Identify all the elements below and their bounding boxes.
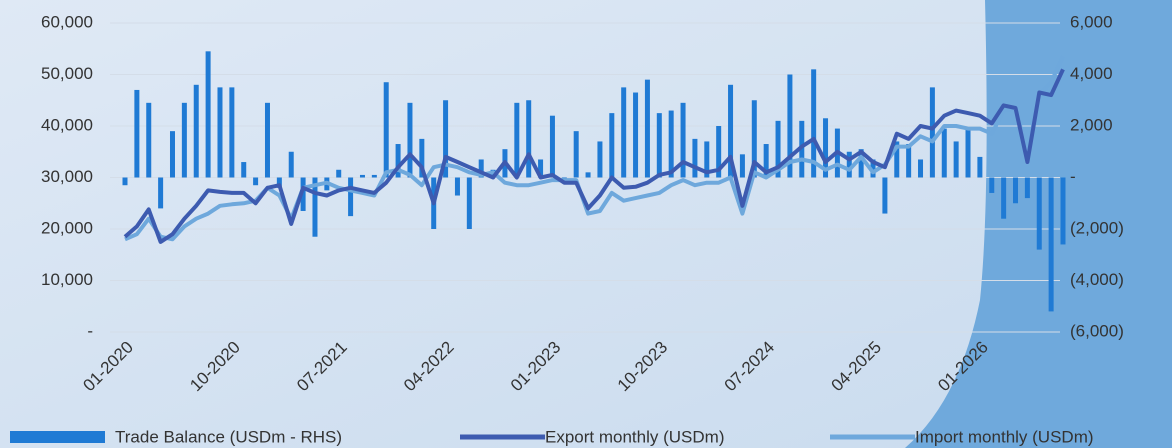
bar (716, 126, 722, 178)
bar (787, 74, 793, 178)
bar (775, 120, 781, 178)
bar (1024, 177, 1030, 199)
bar (953, 141, 959, 178)
bar (692, 138, 698, 178)
bar (965, 128, 971, 178)
bar (264, 102, 270, 178)
bar (573, 131, 579, 178)
bar (348, 177, 354, 217)
line (123, 68, 1065, 244)
bar (906, 144, 912, 178)
y2-tick-label: - (1070, 167, 1076, 186)
bar (134, 89, 140, 178)
bar (585, 172, 591, 178)
bar (336, 169, 342, 178)
bar (728, 84, 734, 178)
y-tick-label: 20,000 (41, 218, 93, 237)
y2-tick-label: (4,000) (1070, 270, 1124, 289)
bar (526, 100, 532, 178)
bar (704, 141, 710, 178)
bar (680, 102, 686, 178)
y2-tick-label: 6,000 (1070, 12, 1113, 31)
bar (609, 113, 615, 178)
bar (383, 82, 389, 178)
bar (656, 113, 662, 178)
y-tick-label: - (87, 321, 93, 340)
bar (858, 149, 864, 178)
line (124, 55, 1065, 242)
bar (823, 118, 829, 178)
bar (514, 102, 520, 178)
bar (763, 144, 769, 178)
bar (846, 151, 852, 178)
bar (193, 84, 199, 178)
bar (181, 102, 187, 178)
bar (918, 159, 924, 178)
bar (146, 102, 152, 178)
bar (443, 100, 449, 178)
bar (229, 87, 235, 178)
bar (811, 69, 817, 178)
bar (1036, 177, 1042, 250)
bar (621, 87, 627, 178)
bar (549, 115, 555, 178)
bar (276, 177, 282, 188)
bar (538, 159, 544, 178)
bar (241, 162, 247, 178)
bar (407, 102, 413, 178)
bar (253, 177, 259, 186)
bar (989, 177, 995, 193)
bar (941, 128, 947, 178)
legend-label: Import monthly (USDm) (915, 427, 1094, 446)
bar (751, 100, 757, 178)
y2-tick-label: 2,000 (1070, 115, 1113, 134)
bar (478, 159, 484, 178)
bar (288, 151, 294, 178)
bar (1013, 177, 1019, 204)
bar (454, 177, 460, 196)
bar (1060, 177, 1066, 245)
bar (668, 110, 674, 178)
legend-label: Trade Balance (USDm - RHS) (115, 427, 342, 446)
bar (870, 159, 876, 178)
bar (312, 177, 318, 237)
y2-tick-label: (2,000) (1070, 218, 1124, 237)
bar (633, 92, 639, 178)
bar (466, 177, 472, 229)
bar (929, 87, 935, 178)
y-tick-label: 40,000 (41, 115, 93, 134)
bar (122, 177, 128, 186)
legend-label: Export monthly (USDm) (545, 427, 724, 446)
y-tick-label: 60,000 (41, 12, 93, 31)
y-tick-label: 10,000 (41, 270, 93, 289)
y2-tick-label: (6,000) (1070, 321, 1124, 340)
bar (217, 87, 223, 178)
legend-swatch (10, 431, 105, 443)
bar (894, 141, 900, 178)
bar (597, 141, 603, 178)
bar (169, 131, 175, 178)
bar (395, 144, 401, 178)
bar (158, 177, 164, 209)
bar (977, 156, 983, 178)
bar (1001, 177, 1007, 219)
bar (882, 177, 888, 214)
bar (1048, 177, 1054, 312)
bar (644, 79, 650, 178)
bar (739, 154, 745, 178)
bar (371, 174, 377, 178)
y-tick-label: 50,000 (41, 64, 93, 83)
bar (419, 138, 425, 178)
y2-tick-label: 4,000 (1070, 64, 1113, 83)
y-tick-label: 30,000 (41, 167, 93, 186)
bar (205, 51, 211, 178)
bar (359, 174, 365, 178)
bar (300, 177, 306, 211)
